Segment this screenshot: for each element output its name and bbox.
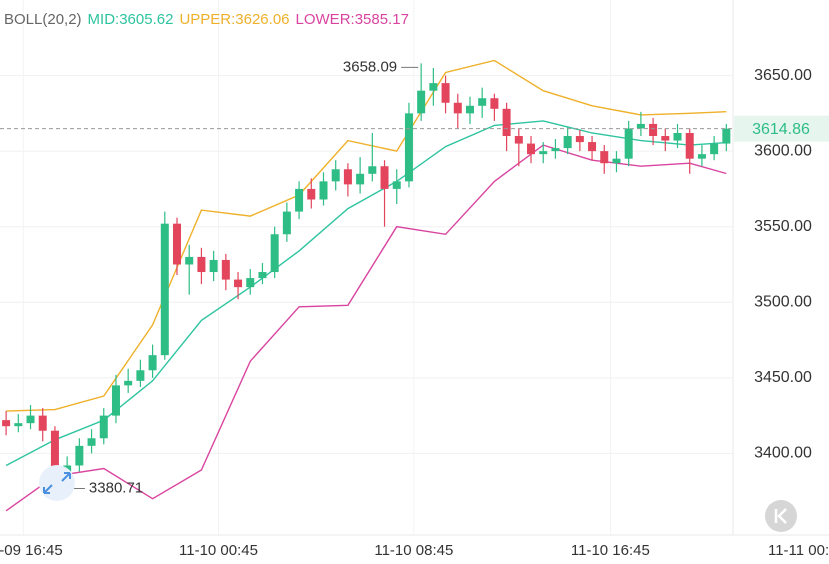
candle-body [26,415,35,424]
candle-body [588,142,597,152]
band-line [6,59,727,412]
grid [0,0,733,535]
candle-body [441,83,450,103]
candle-body [160,223,169,356]
candle-body [661,136,670,141]
band-line [5,144,727,512]
candle-body [136,370,145,381]
candle-body [453,102,462,114]
candle-body [563,136,572,149]
candle-body [307,188,316,200]
candle-body [380,166,389,189]
current-price-box [734,115,829,142]
candle-body [685,132,694,159]
candle-body [673,132,682,141]
candle-body [2,420,11,427]
x-tick-label: 11-09 16:45 [0,542,63,559]
candle-body [514,136,523,144]
candle-body [221,259,230,280]
candle-body [697,154,706,159]
expand-icon[interactable] [39,465,75,501]
y-tick-label: 3650.00 [754,67,812,84]
candle-body [331,169,340,182]
y-tick-label: 3500.00 [754,293,812,310]
candle-body [50,430,59,472]
current-price-label: 3614.86 [752,121,810,138]
candle-body [478,98,487,106]
candle-body [722,128,731,144]
candle-body [295,188,304,212]
candle-body [649,123,658,137]
candle-body [612,158,621,164]
legend-entry: UPPER:3626.06 [179,11,289,28]
legend-entry: MID:3605.62 [88,11,174,28]
candle-body [575,136,584,143]
candle-body [319,181,328,200]
candle-body [624,128,633,159]
back-button-bg [765,500,797,532]
y-tick-label: 3400.00 [754,445,812,462]
candle-body [404,113,413,182]
candle-body [465,105,474,114]
candle-body [429,83,438,91]
candle-body [539,151,548,155]
candle-body [197,256,206,273]
candle-body [14,423,23,427]
candle-body [392,181,401,189]
candle-body [234,279,243,288]
candle-body [343,169,352,185]
candle-body [270,234,279,273]
candle-body [111,385,120,416]
candle-body [368,166,377,174]
candle-body [75,445,84,466]
expand-icon-bg [39,465,75,501]
y-tick-label: 3450.00 [754,369,812,386]
candle-body [502,108,511,137]
band-line [5,120,727,467]
x-tick-label: 11-11 00:45 [768,542,829,559]
candle-body [38,415,47,431]
x-tick-label: 11-10 08:45 [374,542,453,559]
bands [5,59,727,512]
indicator-header: BOLL(20,2) MID:3605.62 UPPER:3626.06 LOWER:… [4,11,409,28]
candle-body [258,272,267,279]
expand-arrows [43,472,71,494]
candle-body [173,223,182,265]
back-button-icon [774,508,787,524]
candle-body [209,259,218,273]
y-tick-label: 3550.00 [754,218,812,235]
candle-body [282,211,291,235]
candle-body [246,278,255,288]
candle-body [185,256,194,265]
candle-body [636,123,645,129]
candle-body [600,151,609,164]
legend-entry: LOWER:3585.17 [296,11,409,28]
x-tick-label: 11-10 16:45 [571,542,650,559]
candle-body [527,143,536,155]
header: BOLL(20,2) MID:3605.62 UPPER:3626.06 LOWER:… [4,11,409,28]
min-marker-label: 3380.71 [89,480,143,497]
max-marker-label: 3658.09 [343,58,397,75]
candle-body [417,90,426,114]
back-button[interactable] [765,500,797,532]
x-tick-label: 11-10 00:45 [179,542,258,559]
indicator-name: BOLL(20,2) [4,11,82,28]
candle-body [148,355,157,371]
labels: 3400.00 3450.00 3500.00 3550.00 3600.00 3650.… [0,58,829,559]
candle-body [356,173,365,185]
candle-body [551,148,560,152]
candles [2,63,731,483]
candle-body [490,98,499,109]
candle-body [710,143,719,155]
candle-body [87,438,96,446]
candle-body [99,415,108,439]
candle-body [124,380,133,386]
y-tick-label: 3600.00 [754,142,812,159]
